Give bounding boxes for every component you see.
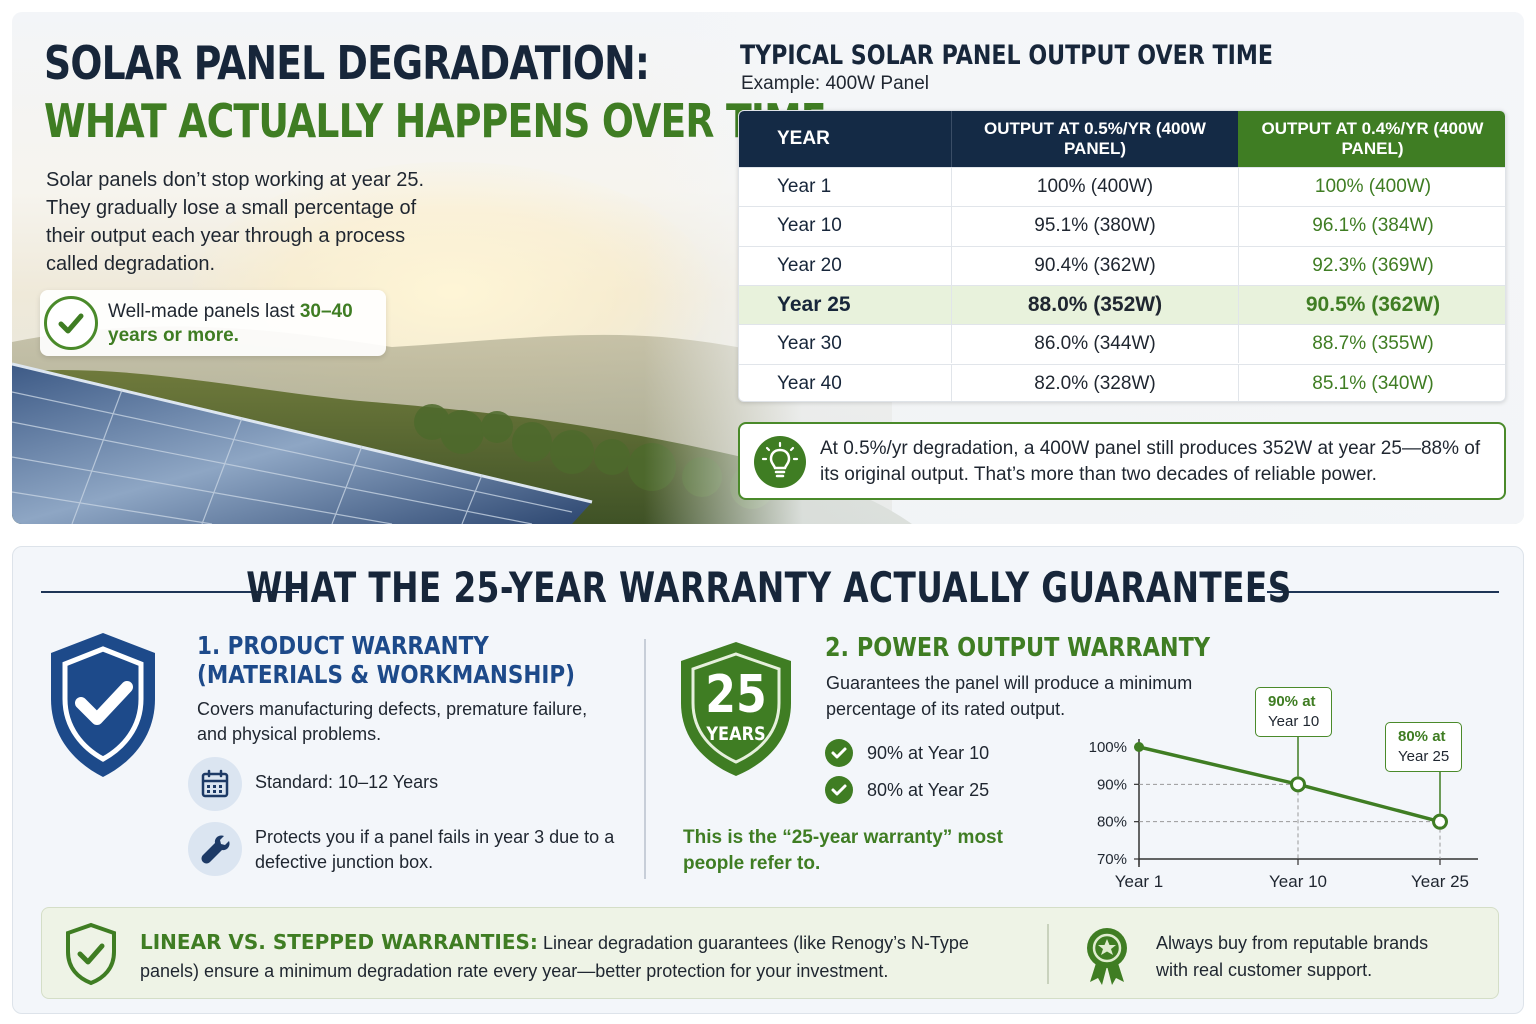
badge-number: 25 — [705, 665, 767, 725]
intro-text: Solar panels don’t stop working at year … — [46, 169, 424, 275]
main-title: SOLAR PANEL DEGRADATION: — [44, 36, 650, 90]
x-tick-label: Year 1 — [1115, 872, 1164, 891]
data-point — [1134, 742, 1144, 752]
cell-year: Year 30 — [777, 333, 842, 355]
cell-output-05: 100% (400W) — [951, 168, 1238, 207]
lifespan-callout: Well-made panels last 30–40 years or mor… — [40, 290, 386, 356]
cell-output-04: 92.3% (369W) — [1238, 246, 1505, 285]
cell-output-04: 88.7% (355W) — [1238, 325, 1505, 364]
table-subtitle: Example: 400W Panel — [741, 73, 929, 94]
section-divider — [644, 639, 646, 879]
column-header-output-05: OUTPUT AT 0.5%/YR (400W PANEL) — [951, 111, 1238, 167]
insight-callout: At 0.5%/yr degradation, a 400W panel sti… — [738, 422, 1506, 500]
years-badge-icon — [681, 642, 791, 776]
lifespan-text-highlight: 30–40 years or more. — [108, 301, 353, 346]
guarantee-item-text: 90% at Year 10 — [867, 742, 990, 763]
cell-output-05: 90.4% (362W) — [951, 246, 1238, 285]
cell-output-05: 95.1% (380W) — [951, 207, 1238, 246]
check-circle-icon — [825, 776, 853, 804]
brand-advice-text: Always buy from reputable brands with re… — [1156, 933, 1429, 980]
table-row: Year 40 82.0% (328W) 85.1% (340W) — [739, 363, 1505, 401]
title-rule-left — [41, 591, 299, 593]
cell-year: Year 25 — [777, 293, 851, 317]
product-warranty-description: Covers manufacturing defects, premature … — [197, 699, 588, 744]
cell-year: Year 20 — [777, 254, 842, 276]
protection-example-text: Protects you if a panel fails in year 3 … — [255, 827, 615, 872]
y-tick-label: 80% — [1097, 814, 1127, 831]
standard-term-text: Standard: 10–12 Years — [255, 772, 439, 792]
table-row: Year 30 86.0% (344W) 88.7% (355W) — [739, 324, 1505, 364]
cell-output-04: 96.1% (384W) — [1238, 207, 1505, 246]
x-tick-label: Year 25 — [1411, 872, 1469, 891]
y-tick-label: 100% — [1089, 739, 1127, 756]
power-warranty-description: Guarantees the panel will produce a mini… — [826, 673, 1193, 719]
lightbulb-icon — [754, 436, 806, 488]
title-rule-right — [1267, 591, 1499, 593]
note-body: Linear degradation guarantees (like Reno… — [140, 933, 969, 981]
lifespan-text-prefix: Well-made panels last — [108, 301, 300, 322]
callout-year10: 90% at Year 10 — [1255, 687, 1333, 737]
warranty-panel: WHAT THE 25-YEAR WARRANTY ACTUALLY GUARA… — [12, 546, 1524, 1014]
warranty-quote: This is the “25-year warranty” most peop… — [683, 827, 1003, 874]
power-warranty-title: 2. POWER OUTPUT WARRANTY — [825, 633, 1211, 663]
column-header-year: YEAR — [739, 111, 951, 167]
y-tick-label: 70% — [1097, 851, 1127, 868]
cell-year: Year 40 — [777, 372, 842, 394]
cell-output-05: 86.0% (344W) — [951, 325, 1238, 364]
note-text: LINEAR VS. STEPPED WARRANTIES: Linear de… — [140, 928, 1020, 985]
data-point — [1290, 776, 1306, 793]
table-row: Year 25 88.0% (352W) 90.5% (362W) — [739, 284, 1505, 325]
product-warranty-title-line1: 1. PRODUCT WARRANTY — [197, 631, 489, 660]
cell-year: Year 10 — [777, 215, 842, 237]
guarantee-item-text: 80% at Year 25 — [867, 779, 990, 800]
callout-year10-label: Year 10 — [1268, 713, 1320, 730]
product-warranty-title: 1. PRODUCT WARRANTY (MATERIALS & WORKMAN… — [197, 631, 575, 689]
guarantee-item-year10: 90% at Year 10 — [825, 739, 989, 767]
guarantee-item-year25: 80% at Year 25 — [825, 776, 989, 804]
table-row: Year 10 95.1% (380W) 96.1% (384W) — [739, 206, 1505, 246]
wrench-icon — [188, 822, 242, 876]
table-header: YEAR OUTPUT AT 0.5%/YR (400W PANEL) OUTP… — [739, 111, 1505, 167]
power-warranty-chart: 100% 90% 80% 70% Year 1 Year 10 Year 25 — [1089, 735, 1478, 891]
product-warranty-title-line2: (MATERIALS & WORKMANSHIP) — [197, 660, 575, 689]
y-tick-label: 90% — [1097, 776, 1127, 793]
checkmark-icon — [44, 296, 98, 350]
cell-output-04: 90.5% (362W) — [1238, 285, 1505, 325]
linear-warranty-note: LINEAR VS. STEPPED WARRANTIES: Linear de… — [41, 907, 1499, 999]
cell-output-05: 82.0% (328W) — [951, 364, 1238, 401]
section-title: WHAT THE 25-YEAR WARRANTY ACTUALLY GUARA… — [246, 563, 1292, 612]
cell-output-04: 85.1% (340W) — [1238, 364, 1505, 401]
check-circle-icon — [825, 739, 853, 767]
table-title: TYPICAL SOLAR PANEL OUTPUT OVER TIME — [740, 40, 1274, 71]
callout-year25: 80% at Year 25 — [1385, 722, 1463, 772]
lifespan-text: Well-made panels last 30–40 years or mor… — [108, 300, 378, 348]
badge-label: YEARS — [706, 723, 766, 745]
insight-text: At 0.5%/yr degradation, a 400W panel sti… — [820, 438, 1481, 485]
cell-output-05: 88.0% (352W) — [951, 285, 1238, 325]
column-header-output-04: OUTPUT AT 0.4%/YR (400W PANEL) — [1238, 111, 1505, 167]
note-divider — [1047, 924, 1049, 984]
table-row: Year 20 90.4% (362W) 92.3% (369W) — [739, 245, 1505, 285]
callout-year25-label: Year 25 — [1398, 748, 1450, 765]
note-heading: LINEAR VS. STEPPED WARRANTIES: — [140, 930, 538, 954]
cell-output-04: 100% (400W) — [1238, 168, 1505, 207]
cell-year: Year 1 — [777, 176, 832, 198]
table-row: Year 1 100% (400W) 100% (400W) — [739, 167, 1505, 207]
main-subtitle: WHAT ACTUALLY HAPPENS OVER TIME — [44, 94, 827, 148]
award-ribbon-icon — [1087, 928, 1127, 985]
output-table: YEAR OUTPUT AT 0.5%/YR (400W PANEL) OUTP… — [738, 110, 1506, 402]
shield-check-icon — [66, 922, 116, 986]
callout-year25-value: 80% at — [1398, 728, 1446, 745]
shield-check-icon — [51, 633, 155, 777]
data-point — [1432, 813, 1448, 830]
callout-year10-value: 90% at — [1268, 693, 1316, 710]
x-tick-label: Year 10 — [1269, 872, 1327, 891]
calendar-icon — [188, 757, 242, 811]
